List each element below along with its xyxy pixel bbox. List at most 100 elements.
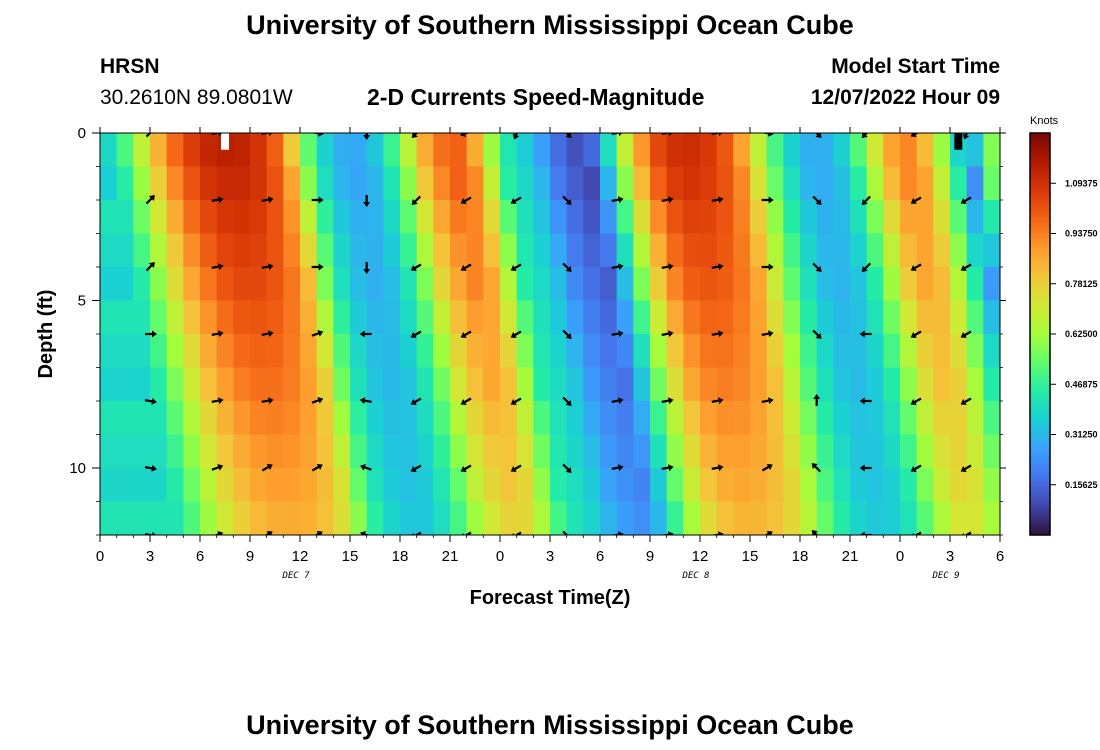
heatmap-cell [250, 133, 268, 168]
heatmap-cell [283, 233, 301, 268]
heatmap-cell [516, 401, 534, 436]
heatmap-cell [516, 233, 534, 268]
heatmap-cell [750, 501, 768, 535]
heatmap-cell [616, 468, 634, 503]
x-tick-label: 21 [442, 548, 459, 565]
heatmap-cell [683, 133, 701, 168]
heatmap-cell [250, 300, 268, 335]
heatmap-cell [483, 434, 501, 469]
heatmap-cell [383, 468, 401, 503]
heatmap-cell [516, 166, 534, 201]
heatmap-cell [200, 300, 218, 335]
heatmap-cell [533, 434, 551, 469]
heatmap-cell [700, 334, 718, 369]
heatmap-cell [933, 267, 951, 302]
heatmap-cell [400, 434, 418, 469]
heatmap-cell [500, 468, 518, 503]
heatmap-cell [950, 133, 968, 168]
heatmap-cell [716, 367, 734, 402]
heatmap-cell [950, 401, 968, 436]
heatmap-cell [533, 133, 551, 168]
heatmap-cell [716, 200, 734, 235]
heatmap-cell [666, 367, 684, 402]
heatmap-cell [833, 200, 851, 235]
heatmap-cell [733, 267, 751, 302]
current-arrow [661, 330, 674, 338]
heatmap-cell [350, 233, 368, 268]
x-tick-label: 15 [742, 548, 759, 565]
heatmap-cell [466, 300, 484, 335]
heatmap-cell [766, 434, 784, 469]
heatmap-cell [866, 468, 884, 503]
heatmap-cell [383, 501, 401, 535]
heatmap-cell [416, 233, 434, 268]
heatmap-cell [533, 367, 551, 402]
heatmap-cell [166, 233, 184, 268]
heatmap-cell [366, 233, 384, 268]
heatmap-cell [233, 434, 251, 469]
heatmap-cell [483, 468, 501, 503]
heatmap-cell [816, 233, 834, 268]
heatmap-cell [433, 434, 451, 469]
heatmap-cell [583, 401, 601, 436]
heatmap-cell [966, 300, 984, 335]
heatmap-cell [166, 267, 184, 302]
heatmap-cell [866, 401, 884, 436]
heatmap-cell [450, 434, 468, 469]
x-tick-label: 18 [392, 548, 409, 565]
heatmap-cell [583, 133, 601, 168]
heatmap-cell [100, 434, 118, 469]
heatmap-cell [966, 501, 984, 535]
current-arrow [311, 530, 323, 535]
heatmap-cell [500, 434, 518, 469]
heatmap-cell [100, 334, 118, 369]
heatmap-cell [383, 334, 401, 369]
heatmap-cell [766, 233, 784, 268]
heatmap-cell [350, 200, 368, 235]
heatmap-cell [766, 267, 784, 302]
heatmap-cell [783, 300, 801, 335]
heatmap-cell [850, 434, 868, 469]
heatmap-cell [100, 300, 118, 335]
heatmap-cell [216, 233, 234, 268]
heatmap-cell [100, 501, 118, 535]
heatmap-cell [266, 233, 284, 268]
heatmap-cell [650, 133, 668, 168]
heatmap-cell [683, 233, 701, 268]
heatmap-cell [350, 334, 368, 369]
heatmap-cell [166, 468, 184, 503]
heatmap-cell [766, 401, 784, 436]
heatmap-cell [900, 200, 918, 235]
heatmap-cell [916, 133, 934, 168]
heatmap-cell [550, 133, 568, 168]
heatmap-cell [883, 367, 901, 402]
heatmap-cell [500, 200, 518, 235]
heatmap-cell [216, 434, 234, 469]
heatmap-cell [116, 133, 134, 168]
heatmap-cell [433, 401, 451, 436]
heatmap-cell [216, 367, 234, 402]
heatmap-cell [183, 166, 201, 201]
x-tick-label: 3 [546, 548, 554, 565]
current-arrow [311, 263, 324, 271]
current-arrow [1009, 395, 1022, 409]
heatmap-cell [650, 434, 668, 469]
heatmap-cell [550, 367, 568, 402]
current-arrow [211, 397, 224, 405]
heatmap-cell [483, 501, 501, 535]
heatmap-cell [116, 300, 134, 335]
heatmap-cell [583, 166, 601, 201]
heatmap-cell [266, 133, 284, 168]
heatmap-cell [416, 334, 434, 369]
heatmap-cell [616, 401, 634, 436]
heatmap-cell [816, 501, 834, 535]
heatmap-cell [366, 434, 384, 469]
heatmap-cell [666, 166, 684, 201]
heatmap-cell [700, 267, 718, 302]
heatmap-cell [833, 267, 851, 302]
heatmap-cell [300, 334, 318, 369]
heatmap-cell [666, 133, 684, 168]
heatmap-cell [866, 367, 884, 402]
heatmap-cell [750, 233, 768, 268]
current-arrow [211, 531, 224, 535]
